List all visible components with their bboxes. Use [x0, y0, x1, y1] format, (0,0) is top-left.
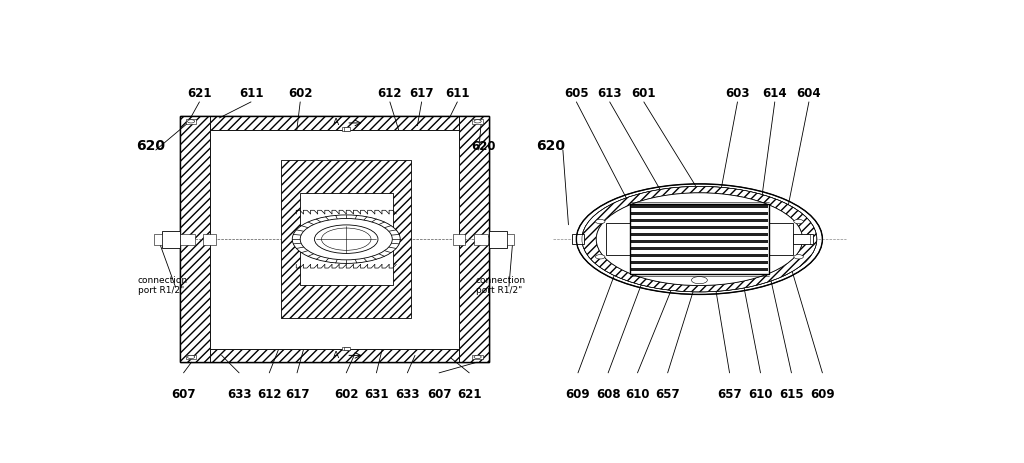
Bar	[210, 349, 459, 362]
Circle shape	[794, 255, 804, 259]
Bar	[631, 247, 768, 250]
Bar	[186, 119, 197, 124]
Text: 617: 617	[285, 388, 309, 401]
Bar	[282, 160, 411, 318]
Text: 633: 633	[395, 388, 420, 401]
Bar	[769, 223, 793, 255]
Text: 657: 657	[655, 388, 680, 401]
Bar	[162, 231, 179, 248]
Bar	[631, 261, 768, 263]
Bar	[459, 116, 489, 362]
Text: 617: 617	[410, 87, 434, 100]
Text: 611: 611	[445, 87, 470, 100]
Text: 613: 613	[597, 87, 622, 100]
Circle shape	[595, 219, 605, 224]
Text: 657: 657	[717, 388, 741, 401]
Text: A: A	[333, 119, 339, 127]
Text: 611: 611	[239, 87, 263, 100]
Text: 607: 607	[171, 388, 196, 401]
Bar	[631, 254, 768, 257]
Bar	[472, 119, 482, 124]
Text: connection
port R1/2": connection port R1/2"	[137, 276, 187, 295]
Text: 612: 612	[257, 388, 282, 401]
Bar	[300, 194, 393, 285]
Bar	[179, 116, 489, 362]
Circle shape	[474, 356, 481, 359]
Bar	[793, 234, 813, 244]
Text: 602: 602	[288, 87, 312, 100]
Text: 610: 610	[749, 388, 773, 401]
Bar	[631, 225, 768, 229]
Circle shape	[300, 219, 392, 260]
Bar	[210, 130, 459, 349]
Bar	[631, 205, 768, 208]
Bar	[204, 234, 216, 244]
Text: 614: 614	[763, 87, 787, 100]
Bar	[606, 223, 630, 255]
Text: 604: 604	[797, 87, 821, 100]
Text: 601: 601	[632, 87, 656, 100]
Text: 620: 620	[471, 140, 496, 153]
Text: 631: 631	[365, 388, 389, 401]
Text: 612: 612	[378, 87, 402, 100]
Bar	[630, 204, 769, 274]
Bar	[155, 234, 162, 244]
Bar	[474, 234, 488, 244]
Text: 607: 607	[427, 388, 452, 401]
Bar	[210, 116, 459, 130]
Circle shape	[187, 120, 195, 123]
Circle shape	[474, 120, 481, 123]
Circle shape	[314, 225, 378, 253]
Bar	[342, 127, 348, 131]
Bar	[631, 240, 768, 243]
Text: 610: 610	[626, 388, 650, 401]
Bar	[344, 127, 350, 131]
Bar	[631, 233, 768, 236]
Circle shape	[582, 187, 817, 292]
Text: 615: 615	[779, 388, 804, 401]
Bar	[631, 219, 768, 222]
Bar	[507, 234, 514, 244]
Text: A: A	[333, 351, 339, 360]
Circle shape	[187, 356, 195, 359]
Bar	[453, 234, 465, 244]
Bar	[631, 268, 768, 270]
Bar	[472, 355, 482, 359]
Bar	[179, 116, 489, 362]
Text: 621: 621	[187, 87, 212, 100]
Bar	[179, 116, 210, 362]
Circle shape	[292, 215, 400, 263]
Text: 609: 609	[565, 388, 590, 401]
Text: 608: 608	[596, 388, 621, 401]
Bar	[489, 231, 507, 248]
Text: 620: 620	[536, 139, 564, 153]
Bar	[344, 347, 350, 350]
Circle shape	[596, 193, 803, 286]
Bar	[342, 347, 348, 350]
Bar	[180, 234, 195, 244]
Text: 602: 602	[334, 388, 358, 401]
Circle shape	[322, 228, 371, 250]
Bar	[572, 234, 585, 244]
Bar	[186, 355, 197, 359]
Text: 605: 605	[564, 87, 589, 100]
Circle shape	[595, 255, 605, 259]
Text: 633: 633	[227, 388, 251, 401]
Text: 609: 609	[810, 388, 835, 401]
Text: 620: 620	[136, 139, 165, 153]
Wedge shape	[582, 187, 817, 292]
Circle shape	[794, 219, 804, 224]
Bar	[631, 212, 768, 215]
Bar	[630, 204, 769, 274]
Circle shape	[577, 184, 822, 294]
Text: 603: 603	[725, 87, 750, 100]
Text: connection
port R1/2": connection port R1/2"	[475, 276, 525, 295]
Circle shape	[691, 276, 708, 284]
Text: 621: 621	[457, 388, 481, 401]
